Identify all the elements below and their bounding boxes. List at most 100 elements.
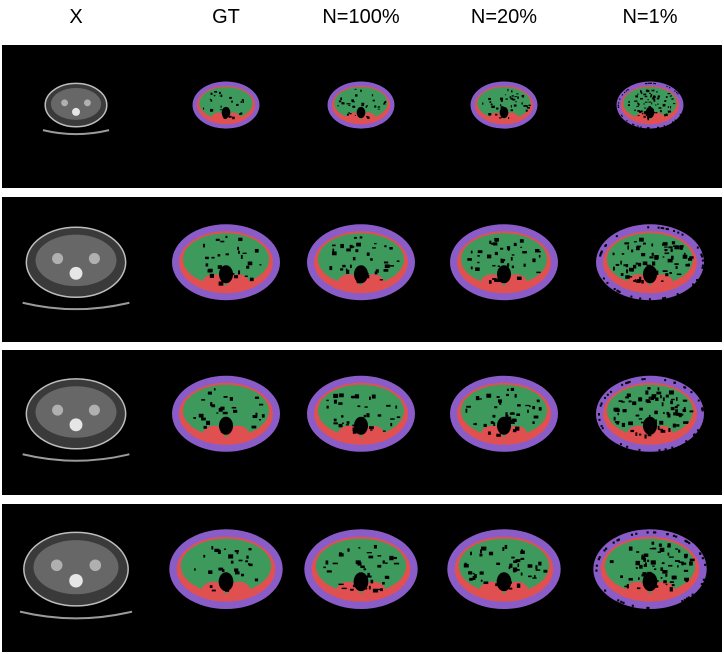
speckle (355, 560, 361, 565)
speckle (229, 397, 234, 401)
speckle (500, 104, 502, 106)
speckle (534, 248, 540, 253)
speckle (645, 390, 649, 395)
speckle (370, 258, 373, 261)
speckle (210, 402, 213, 407)
speckle (476, 398, 482, 400)
speckle (356, 424, 361, 428)
edge-speckle (664, 296, 667, 299)
speckle (214, 91, 218, 93)
speckle (646, 587, 650, 590)
edge-speckle (621, 115, 623, 117)
edge-speckle (600, 251, 603, 254)
speckle (525, 109, 528, 112)
edge-speckle (599, 254, 602, 257)
speckle (663, 580, 667, 584)
edge-speckle (647, 226, 650, 229)
back-muscle-left (203, 274, 225, 291)
edge-speckle (627, 381, 630, 384)
speckle (668, 246, 673, 249)
speckle (657, 387, 660, 391)
speckle (529, 405, 531, 408)
speckle (510, 109, 513, 112)
speckle (473, 574, 477, 578)
speckle (642, 242, 646, 245)
edge-speckle (668, 87, 671, 89)
ct-table (19, 610, 133, 620)
speckle (668, 390, 674, 395)
segmentation-gt-image (192, 81, 260, 129)
speckle (500, 572, 505, 578)
speckle (493, 422, 496, 426)
speckle (633, 241, 637, 243)
speckle (326, 570, 332, 573)
speckle (473, 423, 477, 425)
speckle (628, 546, 633, 551)
segmentation-mask (307, 224, 415, 301)
speckle (332, 562, 338, 565)
speckle (338, 100, 342, 103)
edge-speckle (617, 104, 620, 106)
speckle (616, 408, 620, 413)
speckle (682, 408, 687, 413)
speckle (228, 554, 234, 559)
edge-speckle (648, 127, 650, 129)
speckle (511, 556, 515, 559)
speckle (656, 391, 662, 395)
speckle (472, 572, 475, 575)
speckle (357, 280, 362, 284)
speckle (634, 100, 638, 102)
spine-void (645, 106, 655, 119)
edge-speckle (621, 94, 624, 96)
speckle (366, 413, 370, 418)
ct-kidney-right (83, 99, 91, 107)
speckle (496, 278, 501, 283)
speckle (340, 268, 344, 271)
ct-table (42, 129, 110, 136)
speckle (670, 95, 672, 97)
edge-speckle (693, 433, 696, 436)
back-muscle-left (489, 112, 504, 123)
speckle (650, 396, 654, 401)
speckle (640, 97, 643, 100)
speckle (656, 91, 658, 93)
speckle (206, 420, 211, 425)
speckle (645, 399, 651, 403)
speckle (652, 108, 654, 110)
speckle (338, 583, 344, 586)
speckle (351, 99, 354, 102)
speckle (222, 411, 228, 415)
speckle (682, 254, 688, 259)
ct-scan-panel (4, 45, 148, 188)
speckle (225, 116, 227, 119)
edge-speckle (696, 429, 699, 432)
back-muscle-right (505, 425, 527, 442)
segmentation-gt-panel (154, 504, 298, 652)
edge-speckle (681, 233, 684, 236)
speckle (647, 110, 650, 114)
speckle (496, 433, 501, 437)
speckle (638, 397, 643, 402)
speckle (626, 584, 629, 589)
speckle (637, 262, 642, 267)
speckle (626, 393, 631, 398)
back-muscle-left (338, 274, 360, 291)
speckle (221, 569, 225, 573)
speckle (635, 560, 640, 566)
speckle (371, 94, 374, 97)
speckle (369, 426, 374, 430)
ct-kidney-left (50, 559, 63, 572)
speckle (464, 562, 467, 565)
speckle (390, 418, 395, 420)
speckle (246, 265, 250, 269)
edge-speckle (630, 295, 633, 298)
speckle (209, 109, 213, 112)
speckle (672, 423, 676, 428)
edge-speckle (622, 601, 625, 604)
speckle (494, 278, 497, 282)
speckle (346, 269, 350, 274)
speckle (656, 97, 660, 100)
speckle (258, 419, 262, 421)
speckle (351, 245, 355, 248)
speckle (681, 562, 687, 565)
